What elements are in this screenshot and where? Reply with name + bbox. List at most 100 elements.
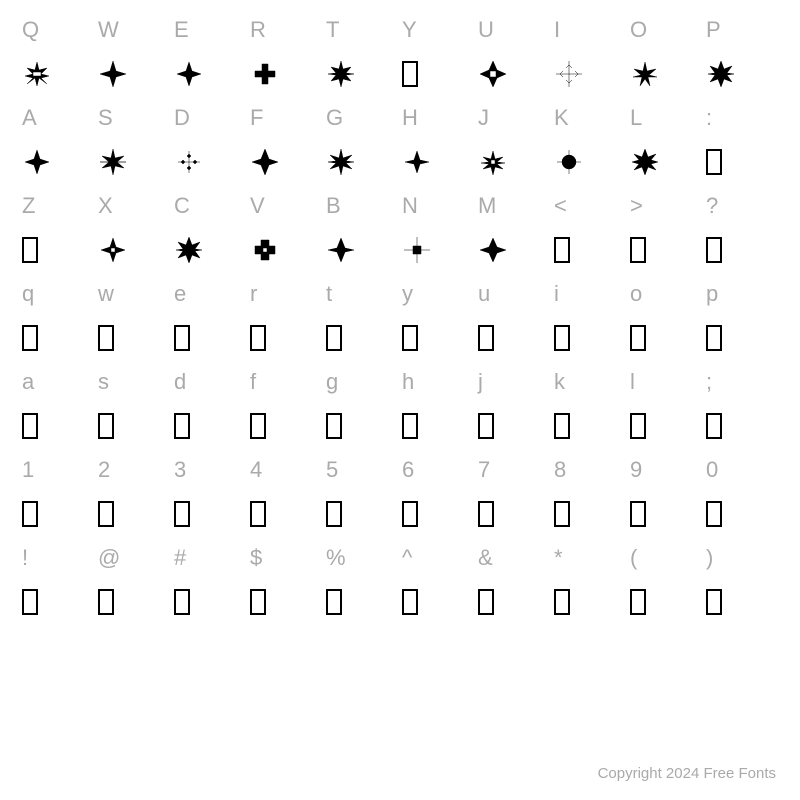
- glyph-slot: [552, 138, 584, 186]
- char-label: s: [96, 362, 109, 402]
- glyph-cell: %: [324, 538, 400, 626]
- placeholder-glyph: [250, 589, 266, 615]
- char-label: E: [172, 10, 189, 50]
- char-label: y: [400, 274, 413, 314]
- glyph-cell: &: [476, 538, 552, 626]
- glyph-slot: [628, 50, 660, 98]
- glyph-cell: r: [248, 274, 324, 362]
- glyph-cell: (: [628, 538, 704, 626]
- glyph-cell: e: [172, 274, 248, 362]
- glyph-cell: i: [552, 274, 628, 362]
- char-label: J: [476, 98, 489, 138]
- glyph-cell: B: [324, 186, 400, 274]
- ornament-glyph: [22, 147, 52, 177]
- char-label: &: [476, 538, 493, 578]
- char-label: R: [248, 10, 266, 50]
- glyph-cell: 1: [20, 450, 96, 538]
- glyph-cell: N: [400, 186, 476, 274]
- glyph-cell: !: [20, 538, 96, 626]
- char-label: >: [628, 186, 643, 226]
- char-label: o: [628, 274, 642, 314]
- glyph-cell: #: [172, 538, 248, 626]
- ornament-glyph: [98, 59, 128, 89]
- glyph-cell: Q: [20, 10, 96, 98]
- glyph-slot: [400, 402, 418, 450]
- char-label: ;: [704, 362, 712, 402]
- ornament-glyph: [174, 235, 204, 265]
- glyph-slot: [96, 314, 114, 362]
- char-label: @: [96, 538, 120, 578]
- char-label: A: [20, 98, 37, 138]
- glyph-row: qwertyuiop: [20, 274, 780, 362]
- char-label: F: [248, 98, 263, 138]
- glyph-cell: 9: [628, 450, 704, 538]
- char-label: h: [400, 362, 414, 402]
- placeholder-glyph: [402, 501, 418, 527]
- glyph-cell: 8: [552, 450, 628, 538]
- glyph-slot: [248, 50, 280, 98]
- ornament-glyph: [402, 235, 432, 265]
- glyph-cell: d: [172, 362, 248, 450]
- glyph-slot: [552, 226, 570, 274]
- char-label: p: [704, 274, 718, 314]
- glyph-slot: [324, 490, 342, 538]
- glyph-cell: a: [20, 362, 96, 450]
- glyph-cell: j: [476, 362, 552, 450]
- glyph-slot: [20, 402, 38, 450]
- ornament-glyph: [478, 147, 508, 177]
- glyph-slot: [96, 402, 114, 450]
- char-label: r: [248, 274, 257, 314]
- glyph-cell: I: [552, 10, 628, 98]
- ornament-glyph: [478, 235, 508, 265]
- glyph-slot: [20, 50, 52, 98]
- glyph-slot: [476, 578, 494, 626]
- glyph-cell: u: [476, 274, 552, 362]
- placeholder-glyph: [554, 413, 570, 439]
- placeholder-glyph: [706, 237, 722, 263]
- placeholder-glyph: [326, 501, 342, 527]
- char-label: Z: [20, 186, 35, 226]
- glyph-cell: K: [552, 98, 628, 186]
- char-label: j: [476, 362, 483, 402]
- ornament-glyph: [478, 59, 508, 89]
- glyph-cell: E: [172, 10, 248, 98]
- glyph-cell: H: [400, 98, 476, 186]
- glyph-slot: [20, 226, 38, 274]
- glyph-cell: 0: [704, 450, 780, 538]
- char-label: e: [172, 274, 186, 314]
- glyph-slot: [476, 226, 508, 274]
- glyph-slot: [628, 138, 660, 186]
- glyph-slot: [248, 138, 280, 186]
- glyph-slot: [476, 50, 508, 98]
- ornament-glyph: [326, 235, 356, 265]
- placeholder-glyph: [402, 413, 418, 439]
- glyph-slot: [552, 578, 570, 626]
- glyph-slot: [628, 578, 646, 626]
- glyph-cell: s: [96, 362, 172, 450]
- char-label: u: [476, 274, 490, 314]
- ornament-glyph: [250, 59, 280, 89]
- char-label: %: [324, 538, 346, 578]
- placeholder-glyph: [630, 237, 646, 263]
- glyph-slot: [20, 490, 38, 538]
- placeholder-glyph: [554, 237, 570, 263]
- placeholder-glyph: [250, 501, 266, 527]
- char-label: 2: [96, 450, 110, 490]
- glyph-cell: P: [704, 10, 780, 98]
- glyph-cell: O: [628, 10, 704, 98]
- char-label: V: [248, 186, 265, 226]
- ornament-glyph: [326, 59, 356, 89]
- glyph-cell: Z: [20, 186, 96, 274]
- char-label: 5: [324, 450, 338, 490]
- glyph-cell: G: [324, 98, 400, 186]
- placeholder-glyph: [706, 325, 722, 351]
- glyph-cell: 4: [248, 450, 324, 538]
- glyph-cell: w: [96, 274, 172, 362]
- char-label: H: [400, 98, 418, 138]
- glyph-cell: p: [704, 274, 780, 362]
- glyph-cell: D: [172, 98, 248, 186]
- placeholder-glyph: [326, 325, 342, 351]
- ornament-glyph: [98, 235, 128, 265]
- char-label: K: [552, 98, 569, 138]
- char-label: q: [20, 274, 34, 314]
